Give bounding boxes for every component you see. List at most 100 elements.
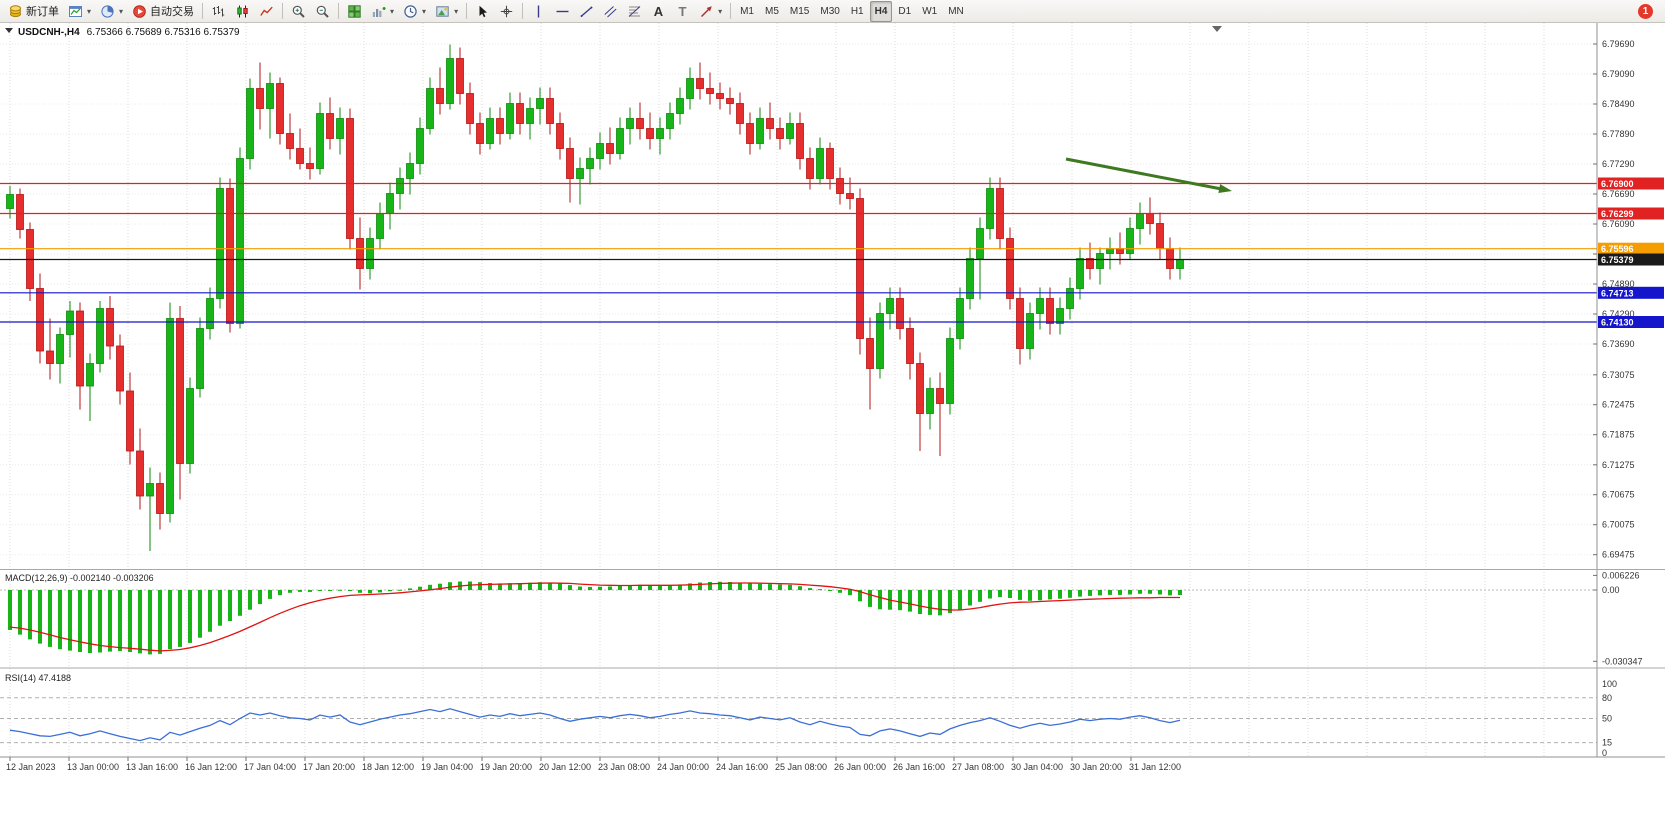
price-axis-label: 6.76090 [1602,219,1635,229]
chart-shift-marker-icon[interactable] [1212,26,1222,32]
time-axis-label: 19 Jan 04:00 [421,762,473,772]
horizontal-price-lines[interactable] [0,182,1597,323]
dropdown-chevron-icon[interactable]: ▾ [119,6,124,16]
timeframe-button-w1[interactable]: W1 [922,5,938,17]
autotrade-icon [132,4,147,19]
rsi-axis-label: 80 [1602,693,1612,703]
price-axis-badge-label: 6.75379 [1601,255,1634,265]
candlestick-button[interactable] [231,2,254,21]
rsi-axis-label: 100 [1602,679,1617,689]
line-chart-button[interactable] [255,2,278,21]
cursor-button[interactable] [471,2,494,21]
new-chart-button[interactable]: ▾ [64,2,95,21]
trendline-button[interactable] [575,2,598,21]
chart-canvas[interactable]: 6.79690 6.79090 6.78490 6.77890 6.77290 6.766… [0,23,1665,833]
horizontal-line-button[interactable] [551,2,574,21]
price-axis-label: 6.79690 [1602,39,1635,49]
time-axis-label: 27 Jan 08:00 [952,762,1004,772]
rsi-axis-label: 50 [1602,714,1612,724]
time-axis-label: 20 Jan 12:00 [539,762,591,772]
toolbar-separator [730,3,732,19]
crosshair-button[interactable] [495,2,518,21]
dropdown-chevron-icon[interactable]: ▾ [422,6,427,16]
trendline-icon [579,4,594,19]
zoom-out-button[interactable] [311,2,334,21]
label-button[interactable]: T [671,2,694,21]
price-axis-badge [1598,177,1664,190]
timeframe-button-d1[interactable]: D1 [898,5,912,17]
time-axis-label: 17 Jan 20:00 [303,762,355,772]
time-axis-label: 26 Jan 00:00 [834,762,886,772]
fibonacci-button[interactable] [623,2,646,21]
line-chart-icon [259,4,274,19]
channel-icon [603,4,618,19]
macd-axis-label: 0.00 [1602,585,1620,595]
price-axis-badge-label: 6.74713 [1601,288,1634,298]
time-axis-label: 25 Jan 08:00 [775,762,827,772]
chart-window[interactable]: 6.79690 6.79090 6.78490 6.77890 6.77290 6.766… [0,23,1665,833]
price-axis-label: 6.74890 [1602,279,1635,289]
template-icon [435,4,450,19]
time-axis-label: 30 Jan 04:00 [1011,762,1063,772]
price-axis-badge [1598,242,1664,255]
new-order-button[interactable]: 新订单 [4,2,63,21]
price-axis-badge-label: 6.75596 [1601,244,1634,254]
dropdown-chevron-icon[interactable]: ▾ [87,6,92,16]
chart-title-overlay: USDCNH-,H4 6.75366 6.75689 6.75316 6.7537… [5,27,240,38]
price-axis-label: 6.73075 [1602,370,1635,380]
autotrade-button-label: 自动交易 [150,6,195,18]
timeframe-button-m1[interactable]: M1 [740,5,754,17]
timeframe-button-m15[interactable]: M15 [789,5,810,17]
arrows-button[interactable]: ▾ [695,2,726,21]
indicators-add-button[interactable]: ▾ [367,2,398,21]
chart-axes[interactable]: 6.79690 6.79090 6.78490 6.77890 6.77290 6.766… [0,23,1665,772]
new-order-icon [8,4,23,19]
time-axis-label: 31 Jan 12:00 [1129,762,1181,772]
dropdown-chevron-icon[interactable]: ▾ [454,6,459,16]
crosshair-icon [499,4,514,19]
price-axis-label: 6.78490 [1602,99,1635,109]
vertical-line-button[interactable] [527,2,550,21]
bar-chart-button[interactable] [207,2,230,21]
time-axis-label: 26 Jan 16:00 [893,762,945,772]
dropdown-chevron-icon[interactable]: ▾ [718,6,723,16]
collapse-triangle-icon[interactable] [5,28,13,33]
rsi-axis-label: 0 [1602,748,1607,758]
periods-button[interactable]: ▾ [399,2,430,21]
channel-button[interactable] [599,2,622,21]
time-axis-label: 24 Jan 16:00 [716,762,768,772]
rsi-axis-label: 15 [1602,738,1612,748]
price-axis-label: 6.71875 [1602,430,1635,440]
timeframe-button-h1[interactable]: H1 [850,5,864,17]
dropdown-chevron-icon[interactable]: ▾ [390,6,395,16]
zoom-in-icon [291,4,306,19]
text-button[interactable]: A [647,2,670,21]
time-axis-label: 12 Jan 2023 [6,762,56,772]
zoom-in-button[interactable] [287,2,310,21]
timeframe-button-h4[interactable]: H4 [869,0,893,22]
bar-chart-icon [211,4,226,19]
svg-text:T: T [679,4,687,19]
template-button[interactable]: ▾ [431,2,462,21]
timeframe-button-mn[interactable]: MN [948,5,964,17]
time-axis-label: 17 Jan 04:00 [244,762,296,772]
macd-indicator-label: MACD(12,26,9) -0.002140 -0.003206 [5,573,154,583]
macd-axis-label: -0.030347 [1602,656,1643,666]
svg-text:A: A [654,4,664,19]
price-axis-label: 6.79090 [1602,69,1635,79]
price-axis-label: 6.77290 [1602,159,1635,169]
macd-indicator-panel [0,581,1597,655]
vertical-line-icon [531,4,546,19]
tile-windows-icon [347,4,362,19]
notification-badge[interactable]: 1 [1638,3,1653,19]
timeframe-button-m30[interactable]: M30 [820,5,840,17]
timeframe-button-m5[interactable]: M5 [765,5,779,17]
macd-axis-label: 0.006226 [1602,570,1640,580]
autotrade-button[interactable]: 自动交易 [128,2,198,21]
profiles-button[interactable]: ▾ [96,2,127,21]
tile-windows-button[interactable] [343,2,366,21]
arrows-icon [699,4,714,19]
price-axis-label: 6.76690 [1602,189,1635,199]
trend-arrow-object[interactable] [1065,157,1232,193]
periods-icon [403,4,418,19]
